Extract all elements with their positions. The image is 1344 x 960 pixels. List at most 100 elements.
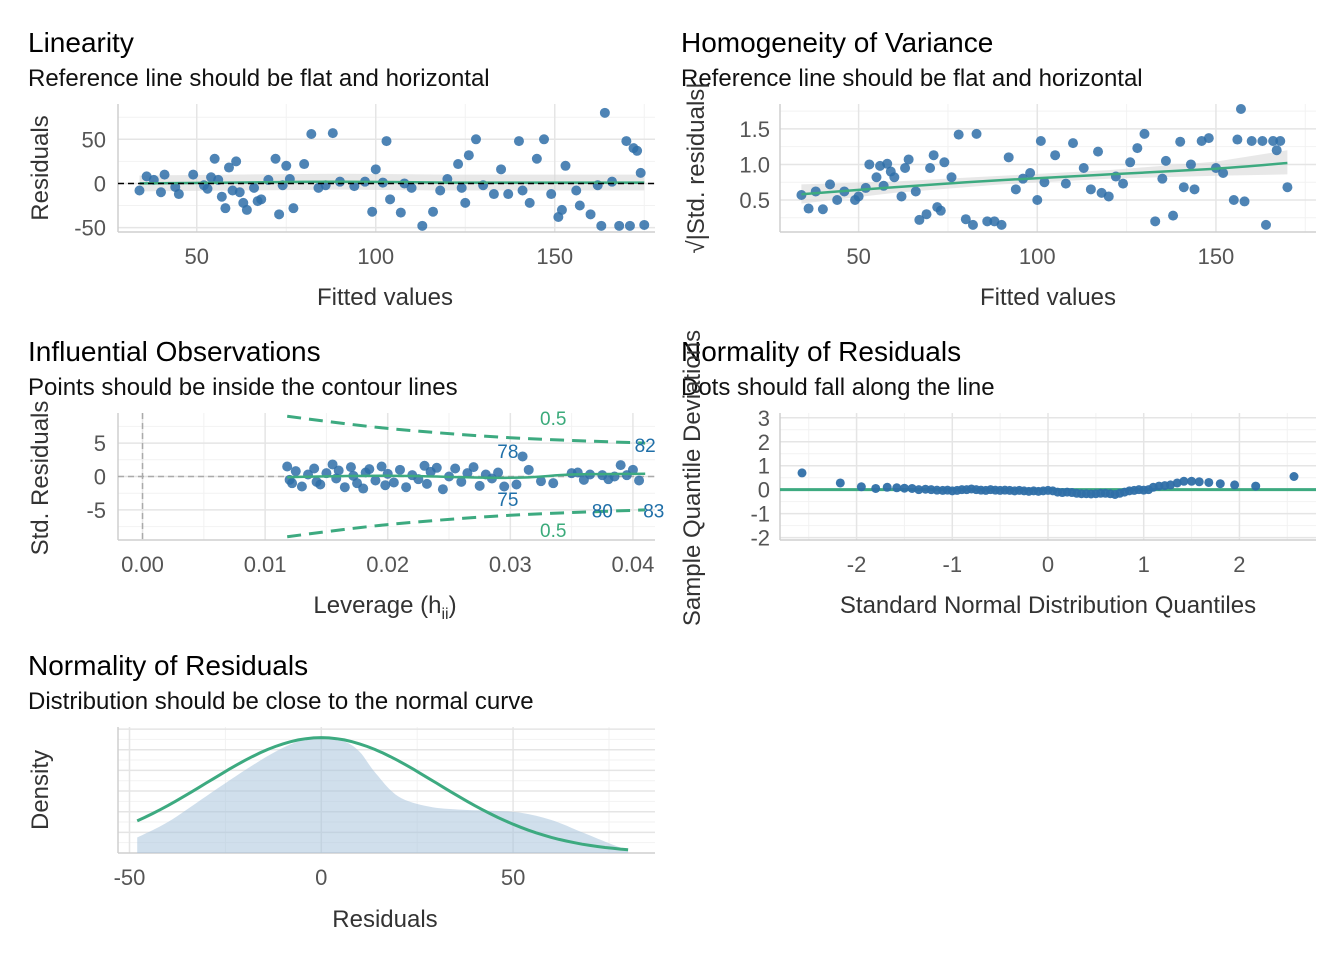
y-tick-label: 0 bbox=[94, 171, 106, 196]
data-point bbox=[1230, 480, 1240, 490]
data-point bbox=[1125, 157, 1136, 168]
cooks-contour-upper bbox=[287, 414, 646, 445]
x-tick-label: 1 bbox=[1138, 552, 1150, 577]
data-point bbox=[556, 204, 567, 215]
y-tick-label: 2 bbox=[758, 430, 770, 455]
data-point bbox=[503, 189, 514, 200]
x-tick-label: 150 bbox=[1198, 244, 1235, 269]
x-tick-label: 0.04 bbox=[612, 552, 655, 577]
x-axis-label-close: ) bbox=[449, 592, 457, 619]
x-tick-label: -2 bbox=[847, 552, 867, 577]
data-point bbox=[810, 186, 821, 197]
data-point bbox=[1060, 178, 1071, 189]
data-point bbox=[914, 485, 924, 495]
data-point bbox=[388, 477, 399, 488]
x-tick-label: 0.03 bbox=[489, 552, 532, 577]
data-point bbox=[935, 205, 946, 216]
data-point bbox=[1003, 152, 1014, 163]
y-tick-label: 3 bbox=[758, 406, 770, 431]
panel-title: Homogeneity of Variance bbox=[681, 27, 993, 58]
data-point bbox=[471, 134, 481, 145]
data-point bbox=[1235, 103, 1246, 114]
y-tick-label: 0.5 bbox=[739, 188, 770, 213]
data-point bbox=[889, 172, 900, 183]
data-point bbox=[345, 462, 356, 473]
panel-subtitle: Reference line should be flat and horizo… bbox=[28, 65, 490, 92]
data-point bbox=[241, 204, 252, 215]
data-point bbox=[882, 482, 892, 492]
y-tick-label: 50 bbox=[82, 127, 106, 152]
data-point bbox=[996, 219, 1007, 230]
data-point bbox=[1139, 128, 1150, 139]
data-point bbox=[1025, 167, 1036, 178]
data-point bbox=[517, 185, 528, 196]
data-point bbox=[614, 220, 625, 231]
y-tick-label: 0 bbox=[94, 465, 106, 490]
data-point bbox=[290, 466, 301, 477]
data-point bbox=[1204, 477, 1214, 487]
fit-line bbox=[139, 180, 645, 185]
data-point bbox=[1251, 481, 1261, 491]
data-point bbox=[1168, 210, 1179, 221]
data-point bbox=[421, 478, 432, 489]
panel-title: Influential Observations bbox=[28, 336, 321, 367]
data-point bbox=[296, 481, 307, 492]
data-point bbox=[1103, 191, 1114, 202]
data-point bbox=[437, 484, 448, 495]
data-point bbox=[1268, 135, 1279, 146]
data-point bbox=[1078, 163, 1089, 173]
data-point bbox=[274, 209, 285, 220]
panel-subtitle: Distribution should be close to the norm… bbox=[28, 688, 534, 715]
data-point bbox=[456, 182, 467, 193]
x-tick-label: 100 bbox=[357, 244, 394, 269]
data-point bbox=[925, 163, 936, 173]
data-point bbox=[797, 468, 807, 478]
data-point bbox=[1239, 196, 1250, 207]
data-point bbox=[327, 128, 338, 139]
data-point bbox=[159, 169, 170, 180]
data-point bbox=[864, 159, 875, 170]
data-point bbox=[309, 463, 320, 474]
data-point bbox=[1187, 476, 1197, 486]
data-point bbox=[627, 464, 638, 475]
data-point bbox=[574, 200, 585, 211]
data-point bbox=[1118, 178, 1129, 189]
data-point bbox=[381, 136, 392, 147]
data-point bbox=[249, 182, 260, 193]
data-point bbox=[900, 163, 911, 173]
data-point bbox=[453, 159, 464, 170]
data-point bbox=[382, 468, 393, 479]
data-point bbox=[385, 194, 396, 205]
x-tick-label: -1 bbox=[943, 552, 963, 577]
data-point bbox=[871, 483, 881, 493]
x-tick-label: -50 bbox=[114, 865, 146, 890]
data-point bbox=[1132, 143, 1143, 154]
data-point bbox=[1093, 146, 1104, 157]
data-point bbox=[1257, 135, 1268, 146]
panel-subtitle: Dots should fall along the line bbox=[681, 374, 995, 401]
data-point bbox=[463, 150, 474, 161]
data-point bbox=[376, 461, 387, 472]
data-point bbox=[406, 182, 417, 193]
data-point bbox=[231, 156, 242, 167]
data-point bbox=[624, 220, 635, 231]
density-panel: Normality of Residuals Distribution shoul… bbox=[27, 650, 655, 933]
data-point bbox=[517, 451, 528, 462]
homogeneity-panel: Homogeneity of Variance Reference line sh… bbox=[681, 27, 1316, 311]
contour-label-upper: 0.5 bbox=[540, 409, 566, 430]
x-axis-label-subscript: ii bbox=[441, 606, 448, 623]
x-tick-label: 50 bbox=[185, 244, 209, 269]
data-point bbox=[256, 194, 267, 205]
data-point bbox=[1215, 479, 1225, 489]
data-point bbox=[428, 206, 439, 217]
data-point bbox=[539, 134, 550, 145]
data-point bbox=[634, 475, 645, 486]
data-point bbox=[511, 479, 522, 490]
data-point bbox=[493, 467, 504, 478]
data-point bbox=[596, 220, 607, 231]
data-point bbox=[1157, 173, 1168, 184]
data-point bbox=[982, 216, 993, 227]
data-point bbox=[209, 153, 220, 164]
data-point bbox=[892, 483, 902, 493]
data-point bbox=[431, 462, 442, 473]
